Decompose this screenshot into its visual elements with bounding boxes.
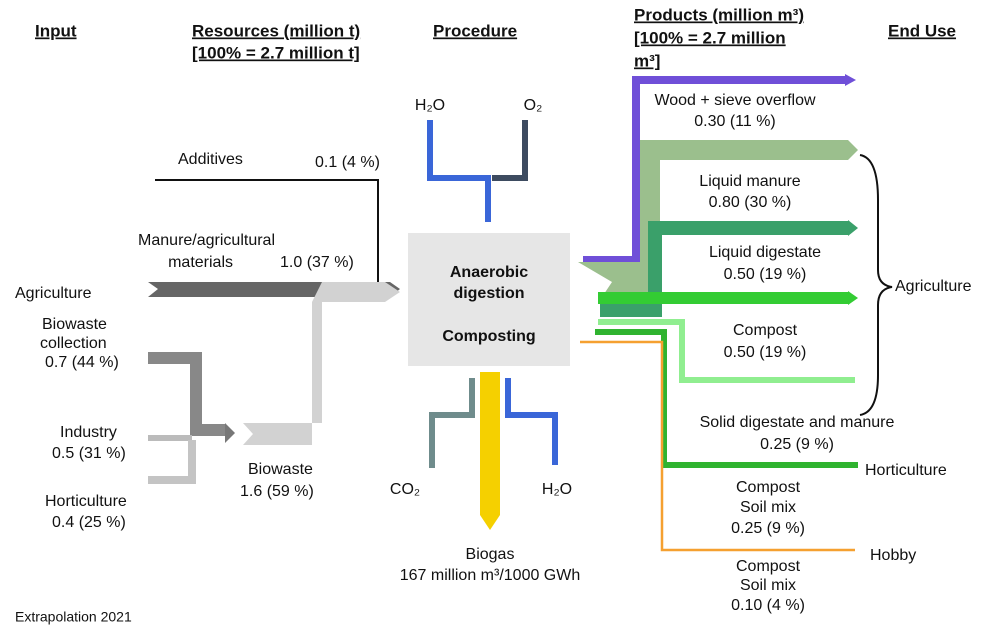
value: 0.5 (31 %) <box>52 445 126 462</box>
product-value: 0.30 (11 %) <box>694 113 776 130</box>
label: Biowaste <box>42 316 107 333</box>
digestate-arrow <box>848 220 858 236</box>
product-label: Liquid digestate <box>709 244 821 261</box>
solid-digestate-flow <box>595 329 858 468</box>
wood-arrow <box>845 74 856 86</box>
label: materials <box>168 254 233 271</box>
product-value: 0.25 (9 %) <box>731 520 805 537</box>
value: 0.7 (44 %) <box>45 354 119 371</box>
brace <box>859 154 893 416</box>
wood-flow <box>583 76 845 264</box>
header: Procedure <box>433 21 517 40</box>
end-use: Horticulture <box>865 462 947 479</box>
box-label: Composting <box>442 328 535 345</box>
label: Agriculture <box>15 285 92 302</box>
co2-out <box>429 378 475 468</box>
product-value: 0.10 (4 %) <box>731 597 805 614</box>
value: 1.6 (59 %) <box>240 483 314 500</box>
h2o-out <box>505 378 558 465</box>
header: [100% = 2.7 million t] <box>192 43 360 62</box>
value: 167 million m³/1000 GWh <box>400 567 581 584</box>
label: H₂O <box>542 481 572 498</box>
compost-light-flow <box>598 319 855 383</box>
product-value: 0.50 (19 %) <box>724 344 807 361</box>
label: Industry <box>60 424 117 441</box>
product-label: Solid digestate and manure <box>700 414 895 431</box>
hobby-flow <box>580 340 855 552</box>
product-label: Wood + sieve overflow <box>654 92 816 109</box>
header: Resources (million t) <box>192 21 360 40</box>
liquid-digestate-flow <box>600 221 848 317</box>
collection-arrow <box>225 423 235 443</box>
label: Biowaste <box>248 461 313 478</box>
h2o-in <box>427 120 491 222</box>
product-label: Soil mix <box>740 499 796 516</box>
label: Biogas <box>466 546 515 563</box>
product-value: 0.25 (9 %) <box>760 436 834 453</box>
end-use: Hobby <box>870 547 916 564</box>
product-label: Liquid manure <box>699 173 801 190</box>
header: Input <box>35 21 77 40</box>
product-value: 0.50 (19 %) <box>724 266 807 283</box>
value: 0.4 (25 %) <box>52 514 126 531</box>
label: Manure/agricultural <box>138 232 275 249</box>
label: O₂ <box>524 97 543 114</box>
product-label: Soil mix <box>740 577 796 594</box>
liquid-manure-flow <box>578 140 858 300</box>
label: collection <box>40 335 107 352</box>
procedure-box <box>408 233 570 366</box>
value: 0.1 (4 %) <box>315 154 380 171</box>
product-value: 0.80 (30 %) <box>709 194 792 211</box>
box-label: Anaerobic <box>450 264 528 281</box>
header: End Use <box>888 21 956 40</box>
label: Horticulture <box>45 493 127 510</box>
label: CO₂ <box>390 481 420 498</box>
box-label: digestion <box>453 285 524 302</box>
flows <box>148 74 893 552</box>
header: [100% = 2.7 million <box>634 28 786 47</box>
compost-arrow <box>848 291 858 305</box>
additives-flow <box>155 179 379 285</box>
header: Products (million m³) <box>634 5 804 24</box>
label: H₂O <box>415 97 445 114</box>
biowaste-collection-flow <box>148 352 225 436</box>
end-use: Agriculture <box>895 278 972 295</box>
horticulture-flow <box>148 440 196 484</box>
header: m³] <box>634 51 660 70</box>
value: 1.0 (37 %) <box>280 254 354 271</box>
biowaste-flow <box>243 282 400 445</box>
product-label: Compost <box>736 558 801 575</box>
product-label: Compost <box>736 479 801 496</box>
biogas-flow <box>480 372 500 530</box>
label: Additives <box>178 151 243 168</box>
footnote: Extrapolation 2021 <box>15 609 132 625</box>
o2-in <box>492 120 528 181</box>
product-label: Compost <box>733 322 798 339</box>
